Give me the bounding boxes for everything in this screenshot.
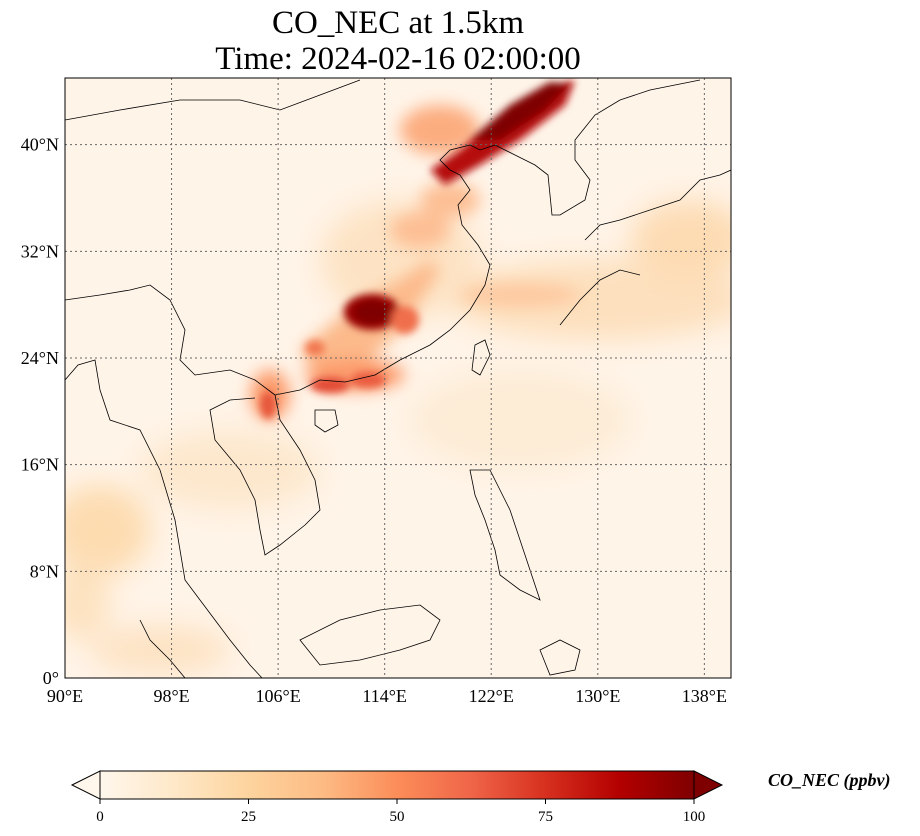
colorbar-extend-min [70, 770, 101, 800]
map-frame [64, 77, 732, 679]
map-subtitle-time: Time: 2024-02-16 02:00:00 [215, 41, 581, 77]
colorbar-tick-label: 75 [538, 809, 553, 825]
colorbar-tick-label: 0 [96, 809, 104, 825]
lat-tick-label: 32°N [21, 241, 59, 261]
colorbar-tick-label: 50 [390, 809, 405, 825]
lon-tick-label: 130°E [575, 686, 620, 706]
colorbar-gradient [99, 770, 695, 800]
lon-tick-label: 90°E [47, 686, 83, 706]
colorbar-ticks: 0 25 50 75 100 [96, 799, 705, 825]
colorbar-tick-label: 25 [241, 809, 256, 825]
lat-tick-label: 24°N [21, 348, 59, 368]
lat-tick-label: 8°N [30, 561, 59, 581]
map-title: CO_NEC at 1.5km [271, 5, 525, 41]
lon-tick-label: 106°E [256, 686, 301, 706]
coastlines [65, 79, 731, 678]
colorbar: 0 25 50 75 100 [70, 770, 724, 825]
colorbar-tick-label: 100 [683, 809, 706, 825]
concentration-field-diffuse [65, 200, 731, 675]
longitude-ticks: 90°E 98°E 106°E 114°E 122°E 130°E 138°E [47, 686, 727, 706]
colorbar-extend-max [693, 770, 724, 800]
lat-tick-label: 16°N [21, 455, 59, 475]
colorbar-label: CO_NEC (ppbv) [768, 770, 891, 790]
concentration-field-high [260, 80, 575, 419]
lat-tick-label: 40°N [21, 135, 59, 155]
lon-tick-label: 122°E [469, 686, 514, 706]
lon-tick-label: 114°E [362, 686, 407, 706]
gridlines [65, 78, 731, 678]
latitude-ticks: 0° 8°N 16°N 24°N 32°N 40°N [21, 135, 59, 688]
lon-tick-label: 138°E [682, 686, 727, 706]
lon-tick-label: 98°E [153, 686, 189, 706]
lat-tick-label: 0° [43, 668, 59, 688]
